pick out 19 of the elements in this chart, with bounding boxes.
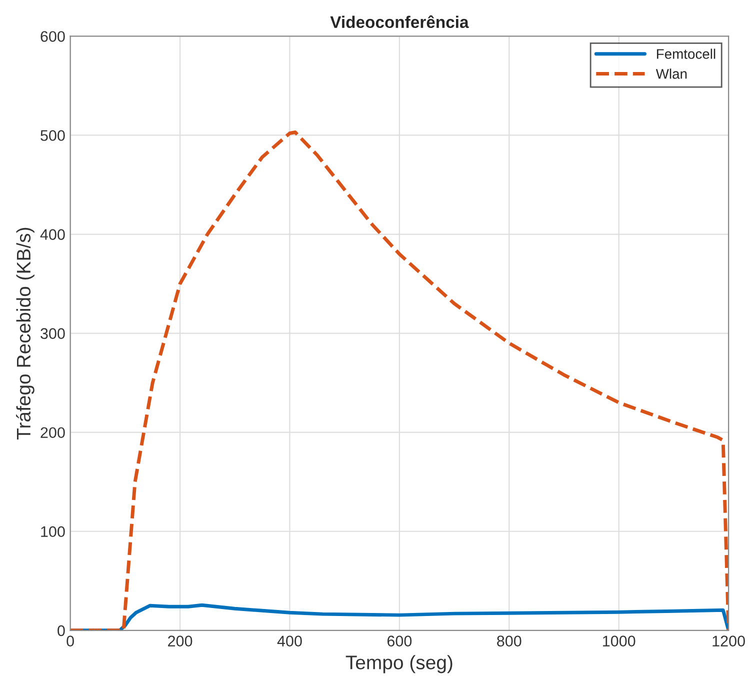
legend-label: Wlan	[656, 68, 687, 79]
y-axis-title: Tráfego Recebido (KB/s)	[16, 228, 34, 440]
y-tick-label: 600	[40, 31, 65, 42]
x-tick-label: 800	[497, 636, 522, 646]
y-tick-label: 200	[40, 427, 65, 438]
y-tick-label: 300	[40, 328, 65, 339]
x-tick-label: 1200	[712, 636, 745, 646]
x-tick-label: 600	[387, 636, 412, 646]
x-tick-label: 0	[66, 636, 74, 646]
x-tick-label: 400	[277, 636, 302, 646]
y-tick-label: 100	[41, 526, 65, 538]
y-tick-label: 400	[40, 229, 65, 240]
x-tick-label: 1000	[603, 636, 636, 646]
x-tick-label: 200	[168, 636, 192, 646]
y-tick-label: 500	[40, 130, 65, 141]
y-tick-label: 0	[58, 625, 65, 636]
legend-label: Femtocell	[656, 48, 716, 59]
chart-title: Videoconferência	[330, 15, 469, 28]
x-axis-title: Tempo (seg)	[346, 655, 452, 674]
